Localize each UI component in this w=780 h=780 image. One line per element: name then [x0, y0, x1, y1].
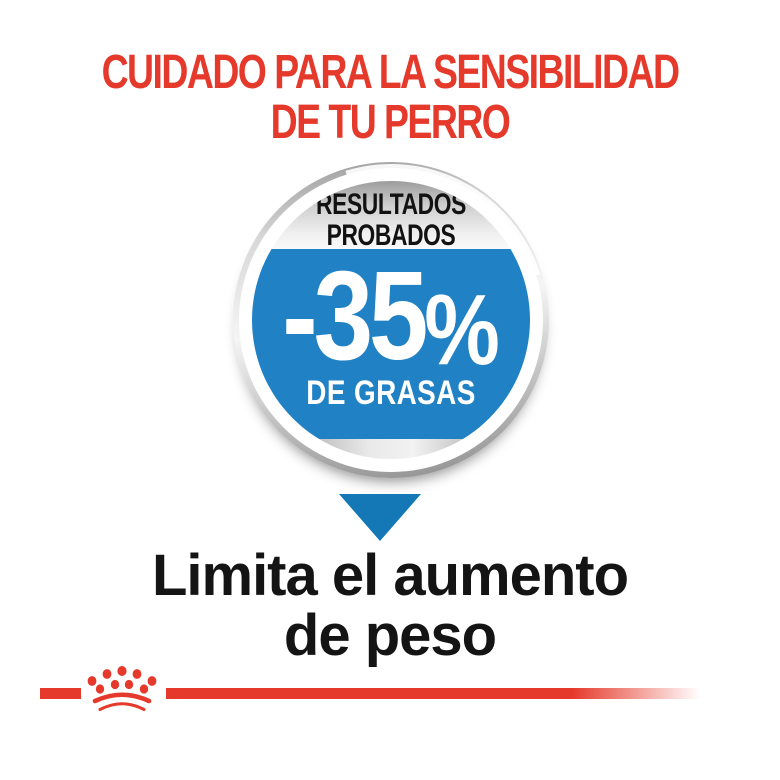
discount-number: -35: [282, 245, 428, 386]
headline: CUIDADO PARA LA SENSIBILIDAD DE TU PERRO: [86, 48, 694, 148]
headline-line-2: DE TU PERRO: [270, 96, 511, 149]
claim-text: Limita el aumento de peso: [0, 546, 780, 666]
badge-top-label: RESULTADOS PROBADOS: [285, 189, 496, 251]
fat-reduction-label: DE GRASAS: [306, 374, 476, 412]
badge-top-label-line-1: RESULTADOS: [316, 188, 466, 221]
footer-accent-line-left: [40, 688, 81, 699]
badge-bottom-silver: [252, 439, 530, 459]
results-badge: RESULTADOS PROBADOS -35% DE GRASAS: [180, 109, 602, 531]
percent-sign: %: [424, 274, 500, 386]
badge-gloss-highlight: [180, 109, 602, 531]
claim-line-2: de peso: [283, 603, 497, 668]
badge-face: RESULTADOS PROBADOS -35% DE GRASAS: [252, 181, 530, 459]
footer-accent-line-right: [166, 688, 700, 699]
discount-value: -35%: [273, 253, 509, 381]
claim-line-1: Limita el aumento: [151, 543, 629, 608]
badge-top-label-line-2: PROBADOS: [326, 219, 456, 252]
royal-canin-crown-icon: [84, 666, 160, 718]
headline-line-1: CUIDADO PARA LA SENSIBILIDAD: [101, 46, 680, 99]
down-arrow-icon: [339, 494, 421, 541]
badge-silver-ring: RESULTADOS PROBADOS -35% DE GRASAS: [233, 162, 549, 478]
badge-white-ring: RESULTADOS PROBADOS -35% DE GRASAS: [239, 168, 543, 472]
badge-blue-band: [252, 249, 530, 439]
